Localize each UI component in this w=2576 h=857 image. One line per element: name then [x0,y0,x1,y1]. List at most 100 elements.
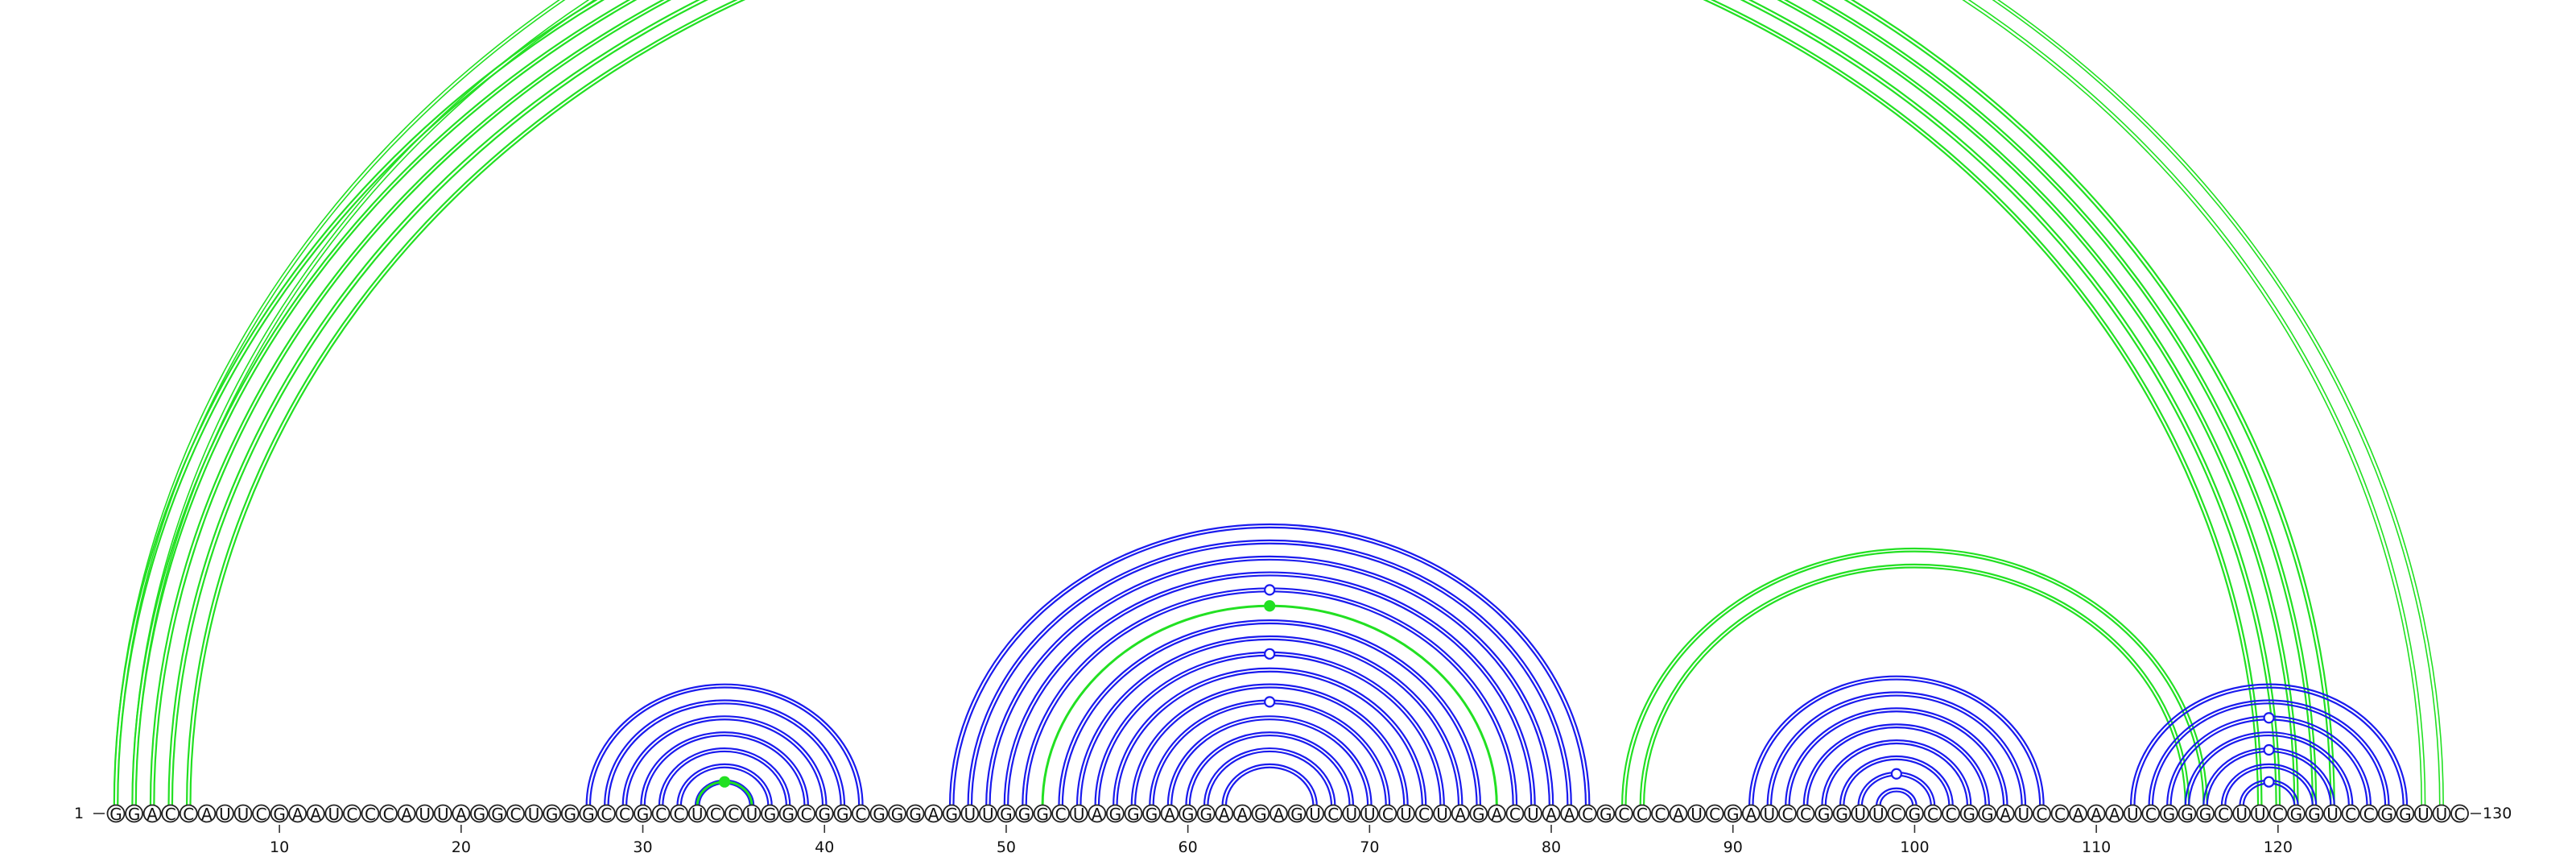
nucleotide-letter: U [2018,805,2030,824]
nucleotide: G [2196,804,2215,824]
tick-label: 110 [2082,838,2111,856]
nucleotide: G [125,804,143,824]
nucleotide-circle [2396,804,2415,823]
nucleotide-letter: G [2199,805,2212,824]
nucleotide-circle [2050,804,2070,823]
nucleotide: G [470,804,489,824]
nucleotide-circle [706,804,725,823]
nucleotide-letter: G [782,805,795,824]
nucleotide-circle [1105,804,1125,823]
nucleotide-circle [797,804,816,823]
nucleotide: C [1378,804,1397,824]
nucleotide-circle [1232,804,1252,823]
nucleotide-circle [142,804,162,823]
nucleotide-letter: A [1455,805,1466,824]
base-pair-arc [1766,691,2027,806]
nucleotide-letter: A [1219,805,1230,824]
base-pair-arc [1224,766,1315,806]
nucleotide: G [1196,804,1216,824]
base-pair-arc [1639,563,2190,806]
nucleotide-circle [1360,804,1379,823]
nucleotide-circle [1414,804,1434,823]
nucleotide-letter: A [292,805,303,824]
nucleotide-letter: C [2054,805,2066,824]
nucleotide: G [1124,804,1143,824]
nucleotide: U [978,804,997,824]
nucleotide-circle [179,804,198,823]
arc-ring-marker [2263,712,2275,724]
nucleotide-circle [1251,804,1270,823]
nucleotide-circle [1160,804,1179,823]
nucleotide: G [1179,804,1198,824]
nucleotide-letter: A [928,805,939,824]
base-pair-arc [2184,731,2354,806]
base-pair-arc [1806,727,1987,806]
nucleotide-circle [216,804,234,823]
nucleotide-circle [1560,804,1579,823]
nucleotide-letter: G [873,805,886,824]
nucleotide: G [888,804,906,824]
nucleotide-circle [2196,804,2215,823]
nucleotide-letter: A [1673,805,1684,824]
base-pair-arc [131,0,2318,806]
nucleotide: G [543,804,562,824]
nucleotide-circle [851,804,870,823]
base-pair-arc [585,683,864,806]
nucleotide-circle [997,804,1016,823]
nucleotide-circle [2069,804,2087,823]
nucleotide: A [1232,804,1252,824]
nucleotide-circle [2432,804,2451,823]
base-pair-arc [662,750,787,806]
nucleotide: C [724,804,743,824]
nucleotide-letter: U [1400,805,1412,824]
nucleotide-letter: U [2254,805,2266,824]
nucleotide: A [1269,804,1288,824]
nucleotide: G [2305,804,2324,824]
nucleotide-letter: U [2326,805,2339,824]
nucleotide: G [942,804,961,824]
nucleotide-letter: C [601,805,612,824]
nucleotide: C [1414,804,1434,824]
nucleotide-letter: G [564,805,577,824]
base-pair-arc [658,747,791,806]
base-pair-arc [117,0,2332,806]
nucleotide-letter: U [2127,805,2139,824]
nucleotide: C [252,804,270,824]
nucleotide-letter: A [1546,805,1557,824]
nucleotide-circle [1741,804,1761,823]
arc-ring-marker [1264,648,1276,660]
nucleotide-letter: C [674,805,685,824]
sequence-end-label: 130 [2483,805,2512,822]
base-pair-arc [1116,670,1423,806]
nucleotide: C [379,804,398,824]
nucleotide-letter: G [764,805,777,824]
nucleotide-letter: G [637,805,650,824]
nucleotide-circle [1905,804,1924,823]
nucleotide: U [2432,804,2451,824]
nucleotide-letter: U [1436,805,1448,824]
base-pair-arc [2133,686,2405,806]
nucleotide: G [1469,804,1488,824]
nucleotide: G [1105,804,1125,824]
arc-dot-marker [1264,600,1276,612]
nucleotide-circle [924,804,943,823]
nucleotide: U [1397,804,1415,824]
nucleotide-circle [724,804,743,823]
nucleotide: A [1741,804,1761,824]
nucleotide: C [2341,804,2360,824]
nucleotide-circle [2286,804,2306,823]
nucleotide-circle [2087,804,2106,823]
nucleotide-letter: G [273,805,286,824]
arc-ring-marker [2263,743,2275,756]
nucleotide-letter: A [2073,805,2084,824]
nucleotide-letter: G [1199,805,1212,824]
nucleotide-letter: C [1637,805,1648,824]
nucleotide: G [106,804,126,824]
base-pair-arc [967,539,1572,806]
nucleotide: A [1451,804,1470,824]
nucleotide-letter: U [1854,805,1866,824]
tick-label: 60 [1179,838,1198,856]
nucleotide-circle [306,804,325,823]
nucleotide-letter: U [2417,805,2429,824]
base-pair-arc [1839,755,1954,806]
